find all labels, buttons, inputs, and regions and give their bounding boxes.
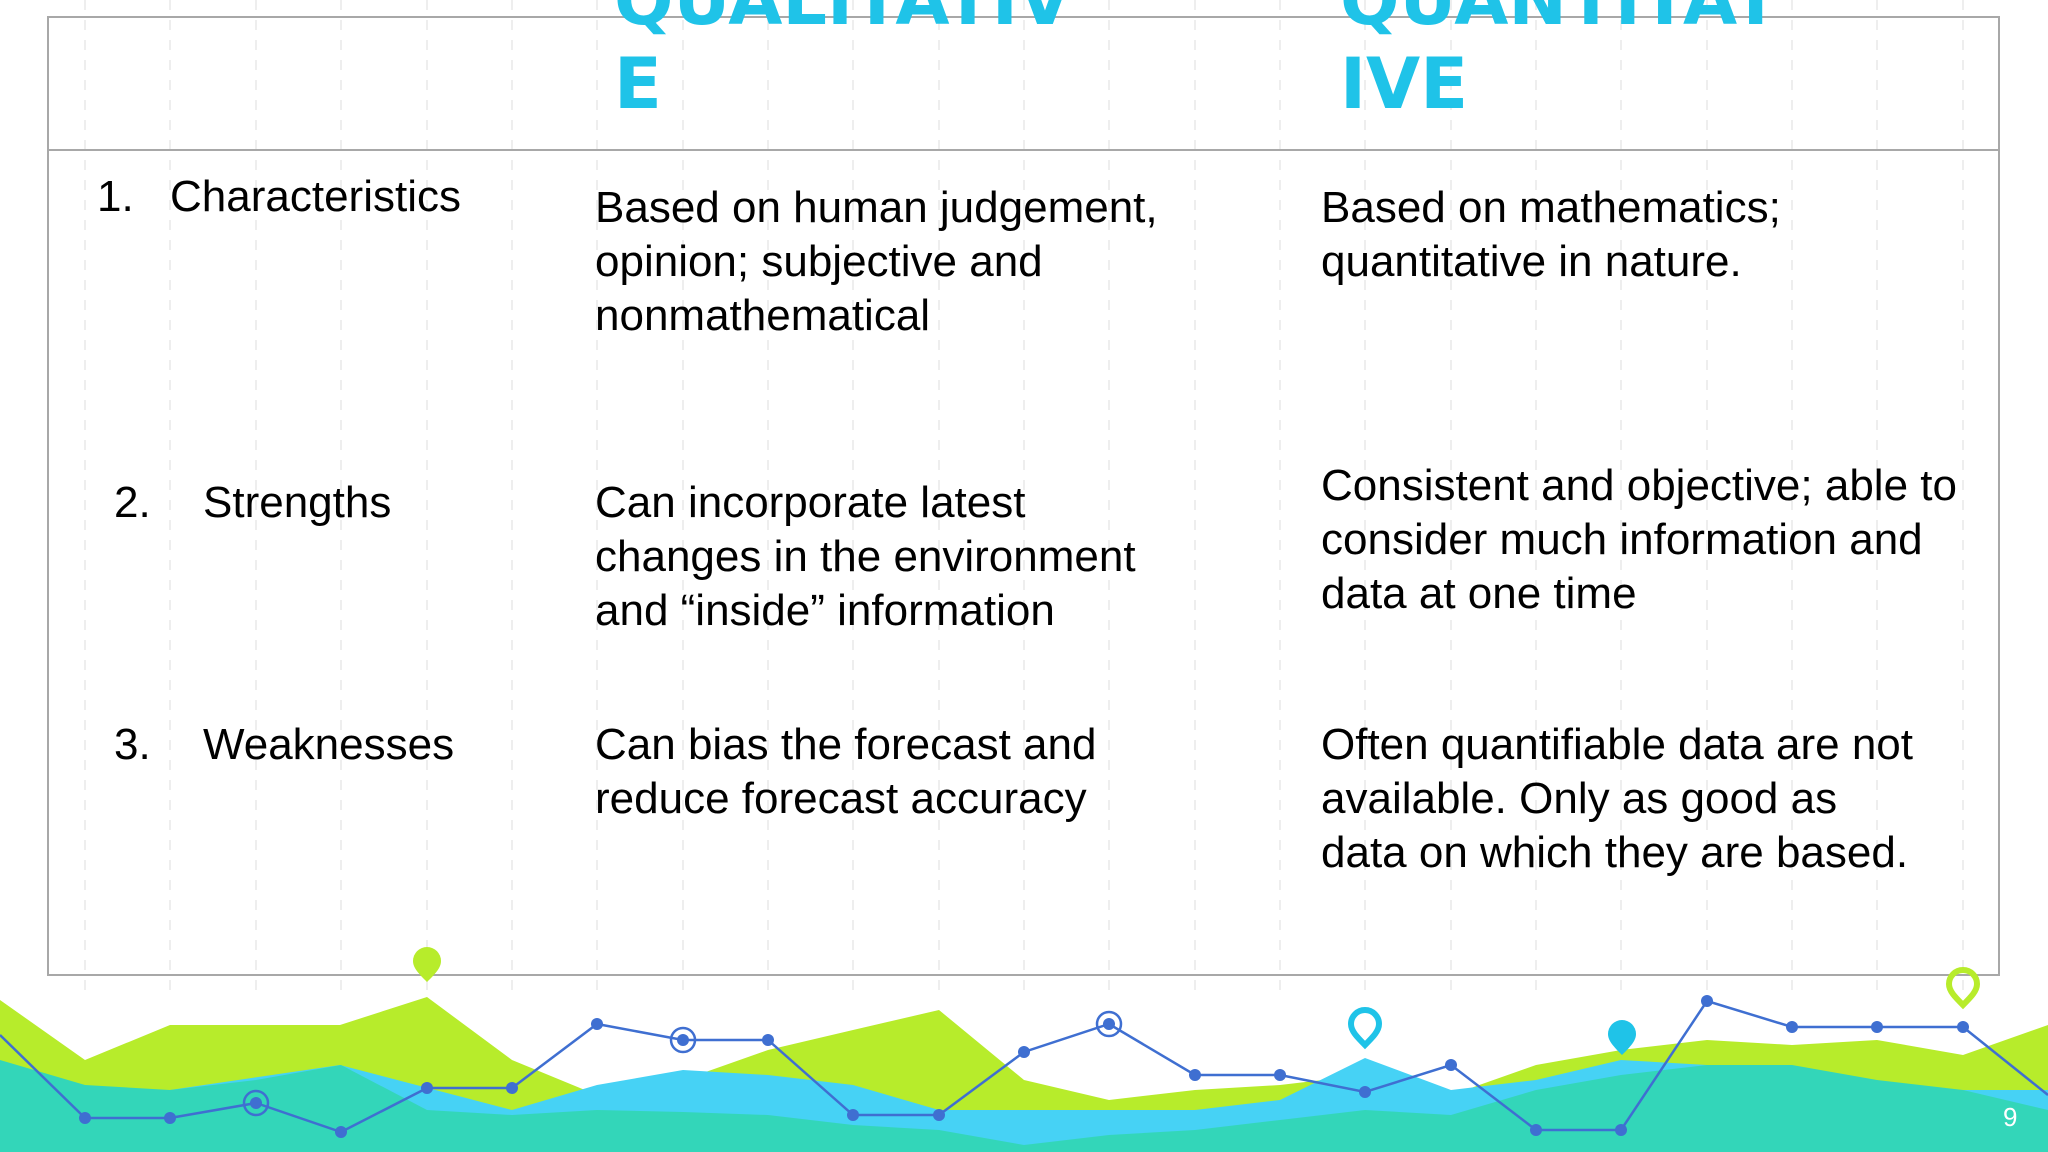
row-2-quantitative: Consistent and objective; able to consid… bbox=[1321, 461, 1957, 618]
header-qualitative: QUALITATIVE bbox=[614, 0, 1073, 125]
row-1-label: Characteristics bbox=[170, 172, 461, 221]
header-quantitative: QUANTITATIVE bbox=[1340, 0, 1780, 125]
decorative-footer-graphic bbox=[0, 947, 2048, 1152]
row-2-qualitative: Can incorporate latest changes in the en… bbox=[595, 478, 1136, 635]
row-1-qualitative: Based on human judgement, opinion; subje… bbox=[595, 183, 1158, 340]
row-2-label: Strengths bbox=[203, 478, 392, 527]
comparison-table-frame bbox=[47, 16, 2000, 976]
row-3-quantitative: Often quantifiable data are not availabl… bbox=[1321, 720, 1913, 877]
row-3-label: Weaknesses bbox=[203, 720, 455, 769]
row-2-number: 2. bbox=[114, 478, 151, 527]
row-3-number: 3. bbox=[114, 720, 151, 769]
row-1-quantitative: Based on mathematics; quantitative in na… bbox=[1321, 183, 1781, 286]
row-1-number: 1. bbox=[97, 172, 134, 221]
page-number: 9 bbox=[2003, 1102, 2018, 1132]
row-3-qualitative: Can bias the forecast and reduce forecas… bbox=[595, 720, 1097, 823]
header-divider bbox=[47, 149, 2000, 151]
